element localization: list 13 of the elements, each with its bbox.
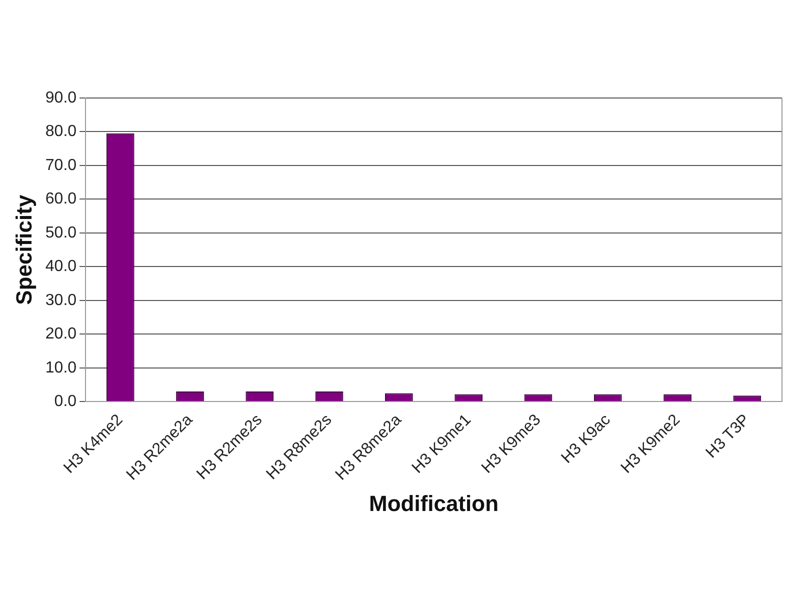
y-tick-label: 40.0 xyxy=(45,258,77,276)
x-axis-title: Modification xyxy=(368,490,499,516)
y-tick-label: 60.0 xyxy=(45,190,77,208)
x-tick-label: H3 T3P xyxy=(702,411,754,462)
y-tick-label: 50.0 xyxy=(45,224,77,242)
y-tick-label: 70.0 xyxy=(45,156,77,174)
y-tick-label: 10.0 xyxy=(45,359,77,376)
y-tick-label: 0.0 xyxy=(54,393,77,410)
y-tick-label: 20.0 xyxy=(45,326,77,343)
y-axis-title: Specificity xyxy=(11,194,36,305)
y-tick-label: 90.0 xyxy=(45,89,77,106)
y-tick-label: 30.0 xyxy=(45,292,77,309)
y-tick-label: 80.0 xyxy=(45,123,77,140)
